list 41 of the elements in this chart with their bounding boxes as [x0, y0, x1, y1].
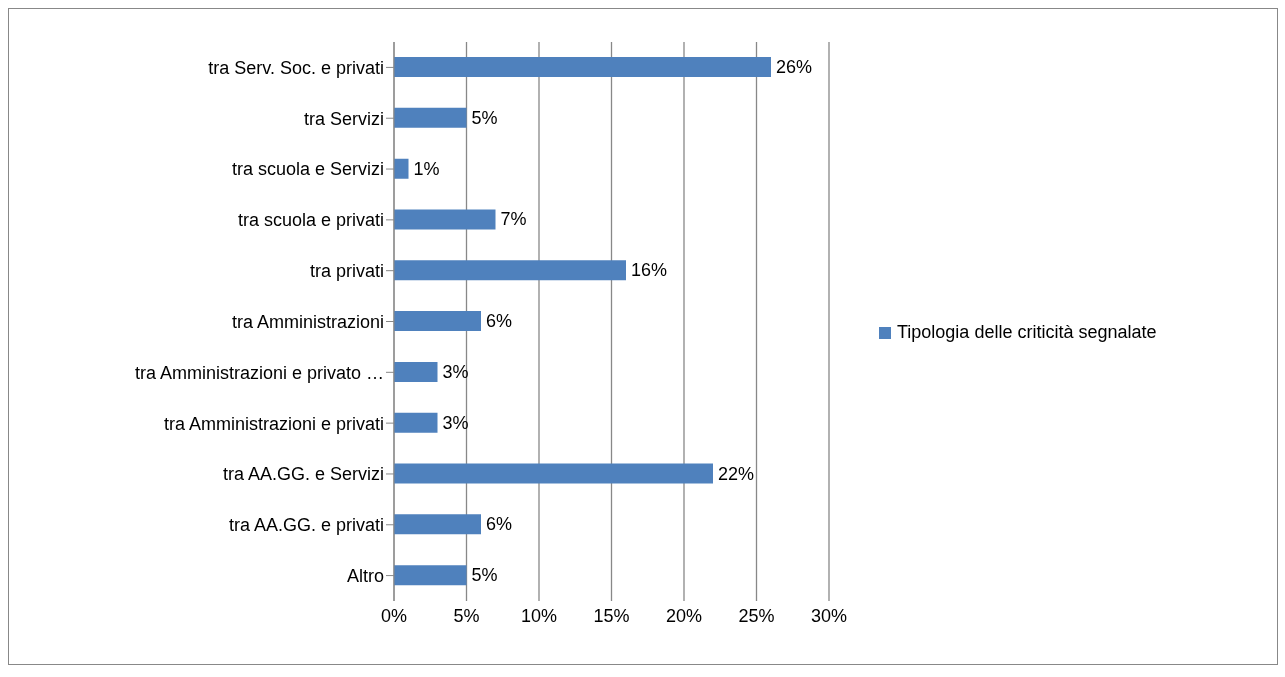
y-tick-label: tra Amministrazioni	[231, 311, 384, 332]
y-tick-label: Altro	[346, 565, 384, 586]
x-tick-label: 15%	[593, 605, 630, 626]
bar	[394, 514, 481, 535]
y-tick-label: tra AA.GG. e privati	[228, 515, 384, 536]
data-label: 5%	[471, 107, 498, 128]
legend-label: Tipologia delle criticità segnalate	[897, 322, 1157, 343]
data-label: 26%	[776, 57, 813, 77]
x-tick-label: 10%	[520, 605, 558, 626]
data-label: 5%	[471, 565, 498, 586]
y-tick-label: tra privati	[309, 261, 384, 282]
y-tick-label: tra scuola e privati	[237, 210, 384, 231]
bar	[394, 209, 496, 230]
bar	[394, 260, 626, 281]
data-label: 7%	[500, 209, 527, 230]
y-tick-label: tra Amministrazioni e privati	[163, 413, 384, 434]
x-tick-label: 25%	[738, 605, 775, 626]
x-tick-label: 30%	[810, 605, 848, 626]
x-tick-label: 5%	[453, 605, 480, 626]
data-label: 22%	[718, 463, 755, 484]
bar	[394, 412, 438, 433]
bar	[394, 107, 467, 128]
bar	[394, 361, 438, 382]
data-label: 16%	[631, 260, 668, 281]
y-tick-label: tra Serv. Soc. e privati	[208, 57, 384, 78]
y-tick-label: tra Servizi	[303, 108, 384, 129]
y-tick-label: tra AA.GG. e Servizi	[222, 464, 384, 485]
data-label: 3%	[442, 361, 469, 382]
x-tick-label: 20%	[665, 605, 703, 626]
bar	[394, 463, 713, 484]
data-label: 3%	[442, 412, 469, 433]
bar	[394, 311, 481, 332]
data-label: 6%	[486, 514, 513, 535]
bar	[394, 158, 409, 179]
y-tick-label: tra scuola e Servizi	[231, 159, 384, 180]
y-tick-label: tra Amministrazioni e privato …	[134, 362, 384, 383]
data-label: 1%	[413, 158, 440, 179]
bar	[394, 565, 467, 586]
data-label: 6%	[486, 311, 513, 332]
x-tick-label: 0%	[380, 605, 408, 626]
bar	[394, 57, 771, 77]
